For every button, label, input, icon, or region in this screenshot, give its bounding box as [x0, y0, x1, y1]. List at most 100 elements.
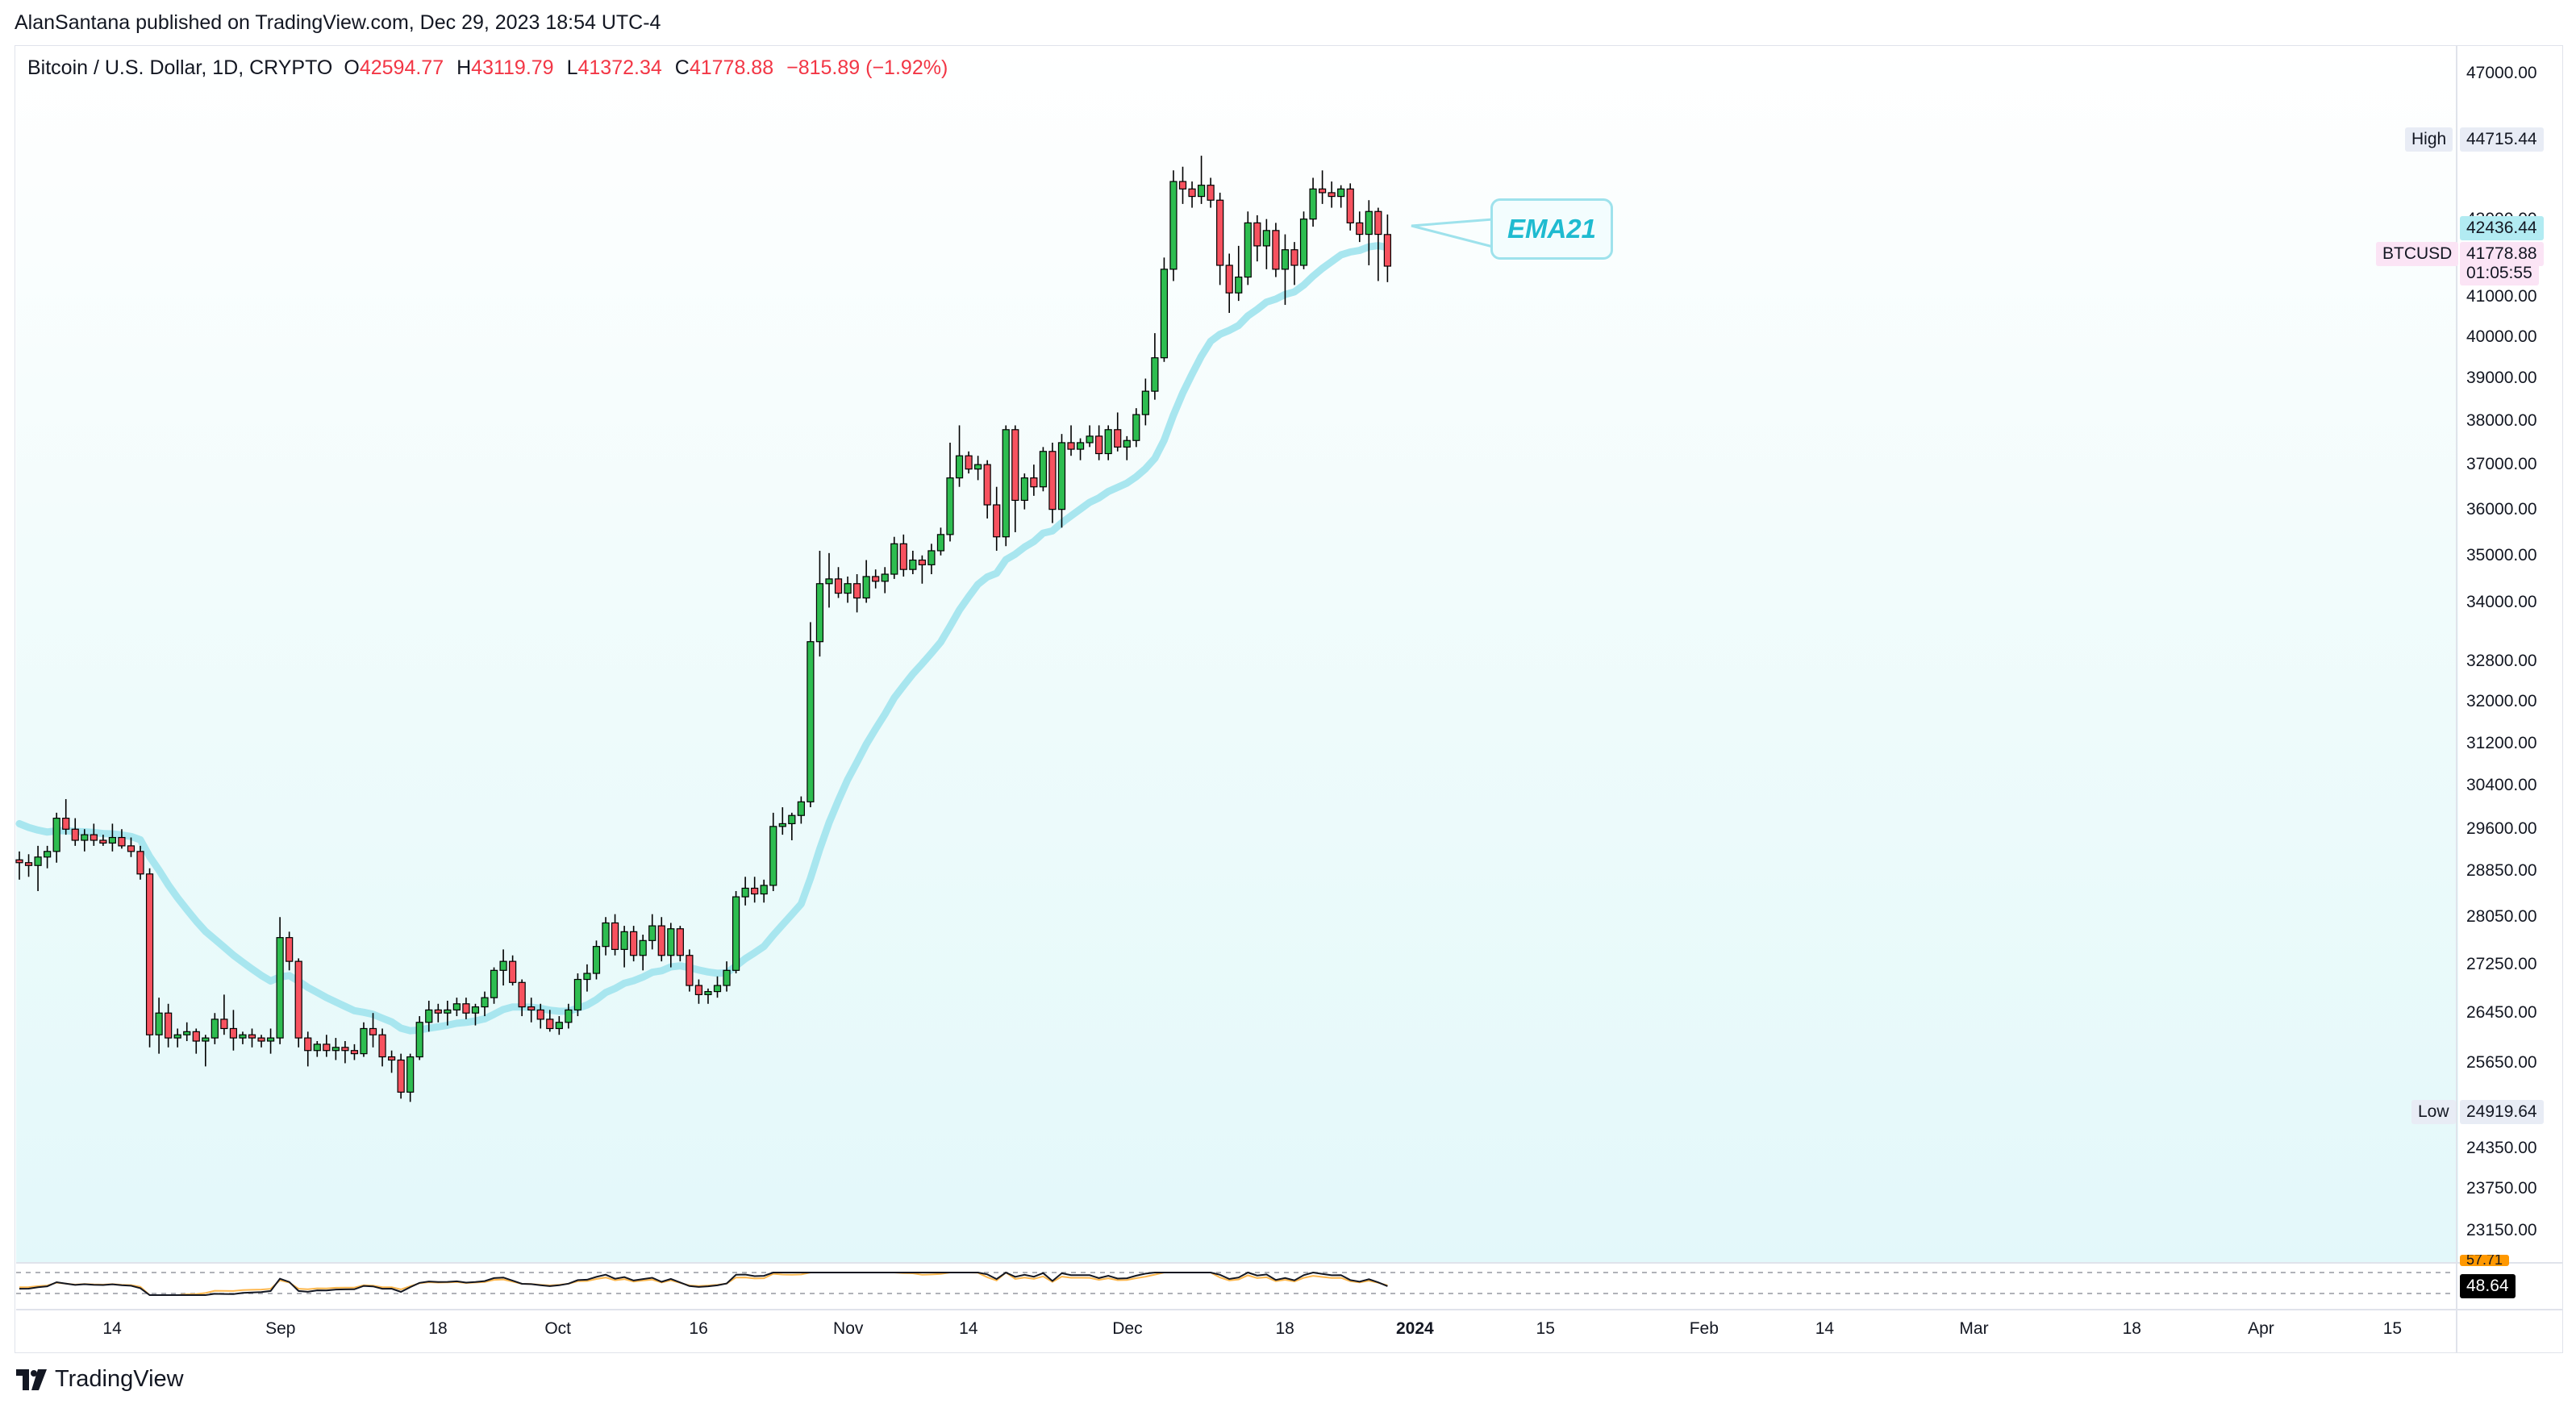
- candle[interactable]: [686, 949, 694, 992]
- candle[interactable]: [294, 958, 302, 1048]
- candle[interactable]: [1141, 378, 1149, 426]
- ema21-line[interactable]: [15, 242, 1391, 1035]
- candle[interactable]: [509, 955, 517, 986]
- candle[interactable]: [993, 486, 1001, 551]
- candle[interactable]: [1272, 223, 1280, 277]
- candle[interactable]: [1383, 215, 1391, 282]
- candle[interactable]: [406, 1053, 415, 1102]
- candle[interactable]: [778, 807, 786, 835]
- candle[interactable]: [155, 998, 163, 1054]
- candle[interactable]: [1235, 245, 1243, 302]
- candle[interactable]: [350, 1044, 359, 1060]
- candle[interactable]: [1114, 412, 1122, 452]
- candle[interactable]: [1356, 211, 1364, 243]
- candle[interactable]: [1002, 425, 1010, 547]
- candle[interactable]: [592, 940, 601, 980]
- candle[interactable]: [1086, 425, 1094, 448]
- candle[interactable]: [490, 967, 498, 1004]
- ema21-annotation[interactable]: EMA21: [1490, 198, 1613, 260]
- candle[interactable]: [266, 1028, 275, 1054]
- candle[interactable]: [1309, 177, 1317, 227]
- candle[interactable]: [732, 890, 740, 974]
- candle[interactable]: [1262, 219, 1270, 269]
- candle[interactable]: [788, 812, 796, 840]
- candle[interactable]: [872, 569, 880, 589]
- candle[interactable]: [1337, 185, 1345, 208]
- candle[interactable]: [602, 917, 610, 956]
- candle[interactable]: [1216, 192, 1224, 285]
- candle[interactable]: [694, 979, 703, 1004]
- candle[interactable]: [286, 931, 294, 971]
- candle[interactable]: [127, 837, 135, 857]
- candle[interactable]: [52, 812, 60, 863]
- candle[interactable]: [955, 425, 964, 487]
- candle[interactable]: [983, 460, 991, 519]
- candle[interactable]: [630, 926, 638, 962]
- candle[interactable]: [862, 560, 870, 603]
- candle[interactable]: [974, 456, 982, 481]
- candle[interactable]: [909, 550, 917, 575]
- candle[interactable]: [378, 1028, 386, 1067]
- candle[interactable]: [44, 845, 52, 869]
- candle[interactable]: [639, 935, 647, 971]
- candle[interactable]: [536, 1003, 544, 1029]
- indicator-pane[interactable]: [16, 1271, 2452, 1296]
- candle[interactable]: [723, 961, 731, 992]
- candle[interactable]: [444, 1000, 452, 1026]
- candle[interactable]: [425, 1000, 433, 1032]
- candle[interactable]: [388, 1050, 396, 1073]
- candle[interactable]: [90, 823, 98, 846]
- candle[interactable]: [657, 917, 665, 962]
- candle[interactable]: [24, 854, 33, 877]
- candle[interactable]: [220, 994, 228, 1035]
- candle[interactable]: [546, 1010, 554, 1032]
- candle[interactable]: [229, 1010, 238, 1051]
- candle[interactable]: [1067, 425, 1075, 456]
- candle[interactable]: [136, 845, 144, 880]
- candle[interactable]: [202, 1035, 210, 1067]
- candle[interactable]: [936, 527, 945, 556]
- candle[interactable]: [1290, 242, 1298, 285]
- candle[interactable]: [360, 1022, 368, 1057]
- candle[interactable]: [452, 998, 461, 1017]
- candle[interactable]: [555, 1016, 563, 1035]
- candle[interactable]: [1048, 442, 1057, 523]
- candle[interactable]: [797, 796, 805, 824]
- candle[interactable]: [304, 1031, 312, 1067]
- candle[interactable]: [34, 845, 42, 891]
- candle[interactable]: [257, 1035, 265, 1048]
- candle[interactable]: [165, 1003, 173, 1048]
- candle[interactable]: [331, 1038, 340, 1060]
- candle[interactable]: [481, 991, 489, 1017]
- candle[interactable]: [1039, 447, 1048, 492]
- candle[interactable]: [741, 877, 749, 906]
- candle[interactable]: [1095, 425, 1103, 460]
- candle[interactable]: [1132, 408, 1140, 448]
- candle[interactable]: [648, 914, 657, 950]
- candle[interactable]: [276, 917, 284, 1044]
- candle[interactable]: [1328, 181, 1336, 208]
- candle[interactable]: [899, 534, 907, 577]
- candle[interactable]: [1057, 434, 1066, 528]
- candle[interactable]: [462, 998, 470, 1019]
- candle[interactable]: [1281, 234, 1290, 306]
- tradingview-logo[interactable]: TradingView: [16, 1366, 184, 1393]
- candle[interactable]: [760, 879, 768, 903]
- candle[interactable]: [1374, 207, 1382, 281]
- candle[interactable]: [611, 914, 619, 956]
- candle[interactable]: [1011, 425, 1019, 532]
- candle[interactable]: [1299, 211, 1308, 269]
- candle[interactable]: [1253, 215, 1261, 262]
- candle[interactable]: [99, 835, 107, 846]
- candle[interactable]: [62, 798, 70, 835]
- candle[interactable]: [1318, 170, 1327, 204]
- candle[interactable]: [1207, 177, 1215, 208]
- candle[interactable]: [1365, 200, 1373, 266]
- candle[interactable]: [852, 574, 861, 613]
- candle[interactable]: [71, 818, 79, 846]
- candle[interactable]: [434, 1003, 442, 1023]
- candle[interactable]: [1104, 425, 1112, 460]
- candle[interactable]: [1076, 438, 1085, 460]
- candle[interactable]: [471, 1003, 480, 1026]
- candle[interactable]: [1169, 170, 1178, 281]
